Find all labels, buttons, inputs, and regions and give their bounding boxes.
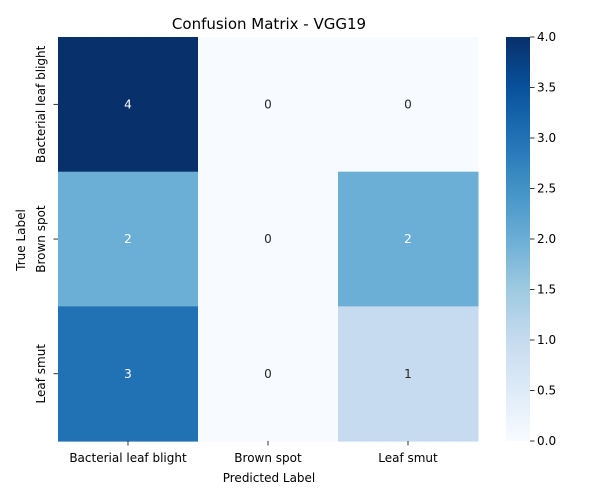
x-axis-ticks: Bacterial leaf blight Brown spot Leaf smut <box>69 441 438 465</box>
colorbar-tick-label: 0.5 <box>537 384 556 398</box>
y-tick-label: Leaf smut <box>34 344 48 404</box>
colorbar-tick-label: 1.5 <box>537 283 556 297</box>
x-tick-label: Leaf smut <box>378 451 438 465</box>
heatmap-cell <box>58 171 199 307</box>
heatmap-cell <box>198 306 339 442</box>
heatmap-cell <box>198 171 339 307</box>
colorbar-ticks: 0.0 0.5 1.0 1.5 2.0 2.5 3.0 3.5 4.0 <box>530 30 556 448</box>
x-tick-label: Bacterial leaf blight <box>69 451 187 465</box>
cell-value-label: 2 <box>124 232 132 246</box>
colorbar-tick-label: 1.0 <box>537 333 556 347</box>
cell-value-label: 0 <box>404 97 412 111</box>
cell-value-label: 4 <box>124 97 132 111</box>
cell-value-label: 0 <box>264 232 272 246</box>
colorbar-tick-label: 0.0 <box>537 434 556 448</box>
x-tick-label: Brown spot <box>234 451 302 465</box>
colorbar-tick-label: 3.0 <box>537 131 556 145</box>
y-tick-label: Brown spot <box>34 205 48 273</box>
cell-value-label: 0 <box>264 97 272 111</box>
heatmap-cell <box>58 306 199 442</box>
cell-value-label: 0 <box>264 367 272 381</box>
y-axis-label: True Label <box>14 209 28 272</box>
y-axis-ticks: Bacterial leaf blight Brown spot Leaf smut <box>34 45 58 404</box>
colorbar-tick-label: 3.5 <box>537 81 556 95</box>
cell-value-label: 3 <box>124 367 132 381</box>
x-axis-label: Predicted Label <box>223 471 316 485</box>
colorbar <box>506 37 530 441</box>
heatmap-cell <box>338 37 479 173</box>
chart-title: Confusion Matrix - VGG19 <box>172 15 366 33</box>
heatmap-cell <box>58 37 199 173</box>
heatmap-cells: 4 0 0 2 0 2 3 0 1 <box>58 37 479 442</box>
colorbar-tick-label: 4.0 <box>537 30 556 44</box>
heatmap-cell <box>198 37 339 173</box>
colorbar-tick-label: 2.5 <box>537 182 556 196</box>
heatmap-cell <box>338 306 479 442</box>
heatmap-cell <box>338 171 479 307</box>
cell-value-label: 1 <box>404 367 412 381</box>
cell-value-label: 2 <box>404 232 412 246</box>
y-tick-label: Bacterial leaf blight <box>34 45 48 163</box>
colorbar-tick-label: 2.0 <box>537 232 556 246</box>
